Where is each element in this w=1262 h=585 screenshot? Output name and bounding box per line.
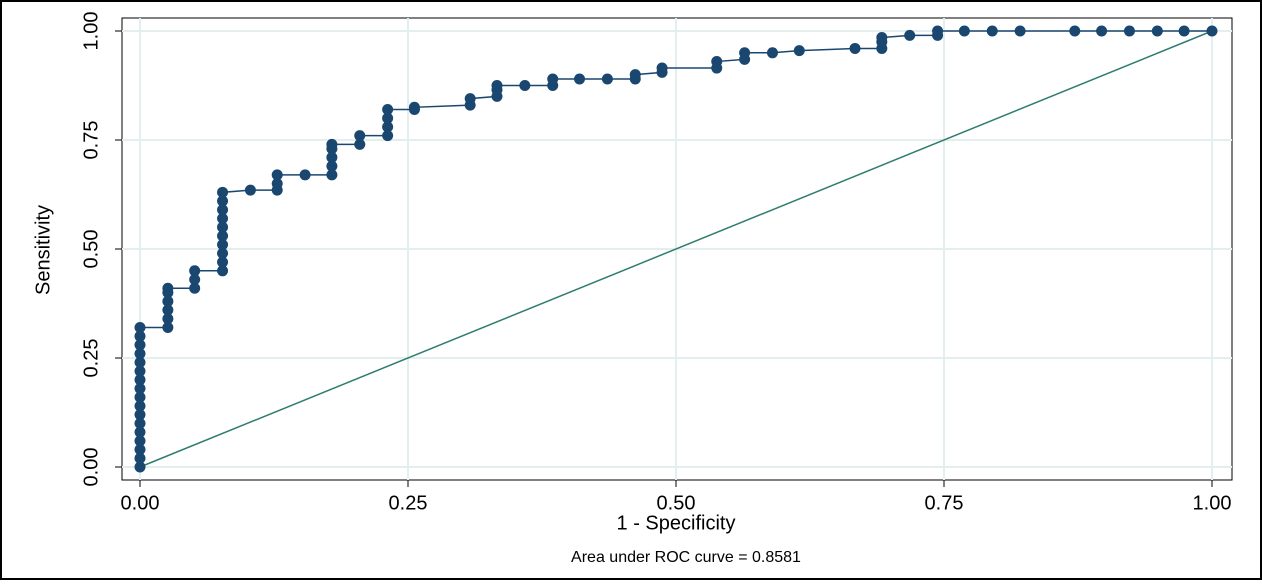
- roc-point: [849, 42, 861, 54]
- roc-point: [217, 195, 229, 207]
- roc-point: [134, 330, 146, 342]
- roc-point: [162, 282, 174, 294]
- roc-point: [134, 461, 146, 473]
- y-tick-label: 0.00: [80, 448, 102, 487]
- roc-point: [217, 239, 229, 251]
- y-tick-label: 1.00: [80, 12, 102, 51]
- roc-point: [326, 160, 338, 172]
- roc-point: [711, 56, 723, 68]
- roc-point: [547, 73, 559, 85]
- roc-point: [491, 80, 503, 91]
- roc-point: [162, 321, 174, 333]
- roc-point: [271, 178, 283, 190]
- reference-line: [139, 30, 1213, 468]
- roc-point: [217, 265, 229, 277]
- roc-point: [1069, 25, 1081, 37]
- y-tick-label: 0.25: [80, 339, 102, 378]
- roc-point: [217, 204, 229, 216]
- roc-point: [382, 112, 394, 124]
- roc-point: [134, 400, 146, 412]
- roc-point: [739, 47, 751, 59]
- roc-point: [299, 169, 311, 181]
- roc-point: [601, 73, 613, 85]
- roc-point: [354, 138, 366, 150]
- note: Area under ROC curve = 0.8581: [571, 549, 801, 566]
- roc-point: [189, 274, 201, 286]
- roc-point: [162, 313, 174, 325]
- roc-point: [354, 130, 366, 142]
- roc-point: [326, 169, 338, 181]
- roc-point: [1123, 25, 1135, 37]
- roc-point: [134, 452, 146, 464]
- roc-point: [134, 435, 146, 447]
- y-tick-label: 0.75: [80, 121, 102, 160]
- roc-point: [134, 339, 146, 351]
- roc-point: [189, 265, 201, 277]
- roc-point: [1178, 25, 1190, 37]
- roc-point: [217, 186, 229, 198]
- roc-point: [134, 426, 146, 438]
- y-axis-label: Sensitivity: [32, 205, 54, 295]
- roc-point: [134, 356, 146, 368]
- roc-point: [382, 130, 394, 142]
- x-tick-label: 0.75: [925, 492, 964, 514]
- roc-point: [162, 295, 174, 307]
- roc-point: [1206, 25, 1218, 37]
- roc-point: [244, 184, 256, 196]
- roc-point: [986, 25, 998, 37]
- roc-point: [904, 29, 916, 41]
- roc-point: [217, 212, 229, 224]
- roc-point: [326, 138, 338, 150]
- roc-point: [793, 45, 805, 57]
- roc-point: [519, 80, 531, 91]
- roc-point: [134, 409, 146, 421]
- roc-point: [134, 444, 146, 456]
- roc-point: [766, 47, 778, 59]
- roc-point: [1151, 25, 1163, 37]
- roc-point: [134, 374, 146, 386]
- roc-point: [271, 169, 283, 181]
- roc-point: [958, 25, 970, 37]
- roc-point: [217, 221, 229, 233]
- roc-point: [134, 365, 146, 377]
- roc-point: [134, 321, 146, 333]
- roc-point: [574, 73, 586, 85]
- roc-point: [464, 93, 476, 105]
- roc-point: [134, 391, 146, 403]
- roc-point: [134, 417, 146, 429]
- roc-point: [629, 69, 641, 81]
- roc-point: [1014, 25, 1026, 37]
- roc-point: [217, 256, 229, 268]
- x-tick-label: 0.50: [657, 492, 696, 514]
- roc-point: [382, 121, 394, 133]
- roc-point: [217, 230, 229, 242]
- roc-point: [656, 62, 668, 74]
- roc-point: [326, 151, 338, 163]
- roc-point: [189, 282, 201, 294]
- roc-point: [382, 103, 394, 115]
- x-tick-label: 0.25: [389, 492, 428, 514]
- x-axis-label: 1 - Specificity: [617, 512, 736, 534]
- roc-point: [876, 32, 888, 44]
- roc-point: [217, 247, 229, 259]
- x-tick-label: 1.00: [1193, 492, 1232, 514]
- roc-point: [408, 101, 420, 113]
- roc-point: [162, 304, 174, 316]
- x-tick-label: 0.00: [121, 492, 160, 514]
- y-tick-label: 0.50: [80, 230, 102, 269]
- roc-point: [1096, 25, 1108, 37]
- roc-point: [134, 348, 146, 360]
- roc-point: [134, 383, 146, 395]
- roc-point: [932, 25, 944, 37]
